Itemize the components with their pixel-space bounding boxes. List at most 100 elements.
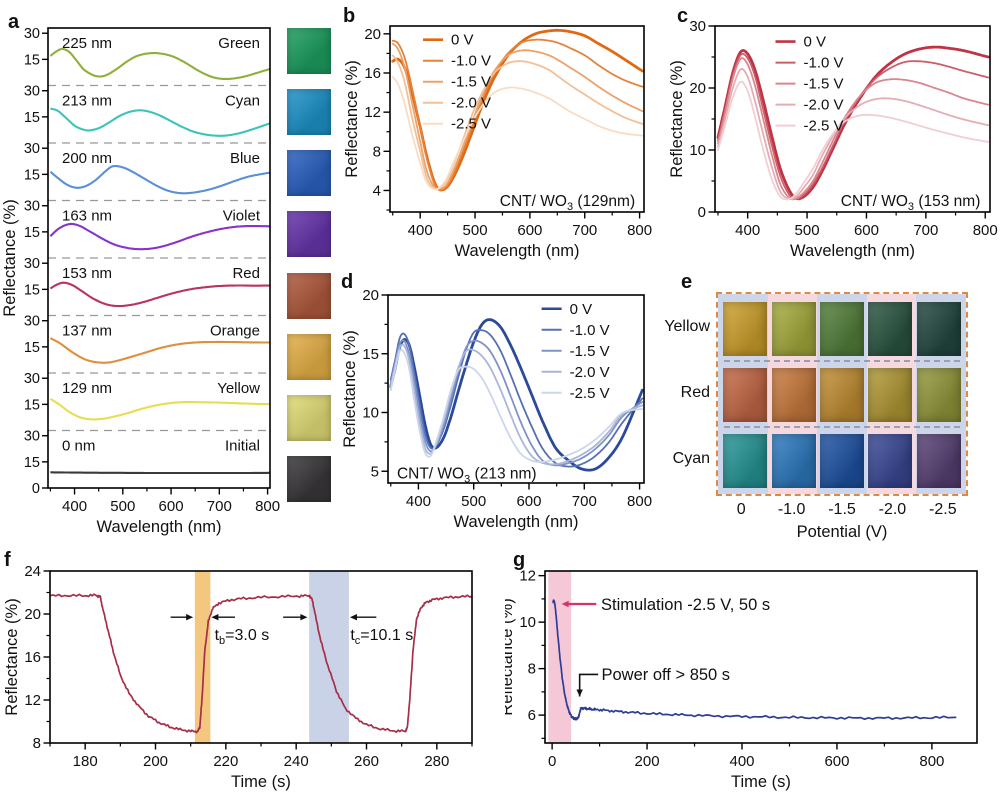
- legend-label: -1.5 V: [570, 343, 610, 360]
- svg-text:700: 700: [207, 498, 232, 515]
- svg-text:10: 10: [519, 614, 536, 631]
- svg-text:800: 800: [919, 753, 944, 770]
- svg-text:15: 15: [24, 282, 40, 298]
- row-label-cyan: Cyan: [672, 450, 710, 467]
- film-thickness-label: 163 nm: [62, 208, 112, 225]
- panel-b-tag: b: [343, 5, 356, 27]
- series--1.0 V: [717, 53, 990, 200]
- series--2.0 V: [717, 68, 990, 201]
- svg-text:30: 30: [689, 18, 706, 35]
- svg-text:700: 700: [572, 493, 597, 510]
- svg-text:Reflectance (%): Reflectance (%): [505, 598, 516, 715]
- panel-c-tag: c: [677, 5, 689, 27]
- film-color-label: Cyan: [225, 93, 260, 110]
- film-thickness-label: 129 nm: [62, 380, 112, 397]
- spectrum-Green: [49, 47, 270, 80]
- panel-b-plot: 400 500 600 700 800 4 8 12 16 20 Wavelength (nm) Re…: [343, 25, 652, 260]
- panel-d-plot: 400 500 600 700 800 5 10 15 20 Wavelength (nm) Ref…: [341, 287, 652, 531]
- svg-text:30: 30: [24, 84, 40, 100]
- svg-text:20: 20: [24, 606, 41, 623]
- film-color-label: Orange: [210, 323, 260, 340]
- e-swatch-yellow--1.5: [819, 302, 864, 356]
- series--1.0 V: [389, 329, 644, 468]
- svg-text:800: 800: [255, 498, 280, 515]
- film-thickness-label: 137 nm: [62, 323, 112, 340]
- series-0 V: [391, 28, 644, 192]
- annotation-text: Power off > 850 s: [601, 666, 730, 684]
- svg-text:180: 180: [73, 753, 98, 770]
- annotation-text: tb=3.0 s: [215, 627, 270, 647]
- film-color-label: Initial: [225, 438, 260, 455]
- svg-text:220: 220: [213, 753, 238, 770]
- svg-text:400: 400: [408, 222, 433, 239]
- svg-text:30: 30: [24, 429, 40, 445]
- swatch-row-cyan: [721, 434, 963, 488]
- svg-text:20: 20: [362, 287, 379, 304]
- e-swatch-yellow--2.0: [868, 302, 913, 356]
- e-swatch-cyan--2.5: [916, 434, 961, 488]
- highlight-band: [309, 571, 349, 743]
- panel-annotation-label: CNT/ WO3 (213 nm): [397, 466, 537, 486]
- panel-e-swatch-box: [716, 292, 968, 496]
- series--2.0 V: [391, 54, 644, 191]
- panel-g-memory-chart: 0 200 400 600 800 6 8 10 12 Time (s) Reflectance (…: [498, 545, 1005, 793]
- series--1.0 V: [391, 38, 644, 191]
- series--1.5 V: [717, 57, 990, 201]
- svg-text:400: 400: [735, 222, 760, 239]
- e-swatch-red-0: [723, 368, 768, 422]
- svg-text:15: 15: [24, 397, 40, 413]
- svg-text:12: 12: [24, 692, 41, 709]
- svg-text:Time (s): Time (s): [731, 773, 791, 791]
- svg-text:Wavelength (nm): Wavelength (nm): [790, 242, 915, 260]
- spectrum-Violet: [49, 222, 270, 251]
- panel-f-kinetics-chart: 180 200 220 240 260 280 8 12 16 20 24 Time (s) Refle…: [0, 545, 500, 793]
- svg-text:12: 12: [519, 568, 536, 585]
- film-swatch-cyan: [287, 89, 331, 136]
- panel-e-potential-ticks: 0 -1.0 -1.5 -2.0 -2.5: [716, 501, 968, 519]
- e-swatch-yellow-0: [723, 302, 768, 356]
- e-swatch-red--1.5: [819, 368, 864, 422]
- svg-text:200: 200: [635, 753, 660, 770]
- svg-text:0: 0: [32, 481, 40, 497]
- svg-text:8: 8: [33, 735, 41, 752]
- legend-label: -1.0 V: [804, 55, 844, 72]
- legend-label: 0 V: [570, 301, 593, 318]
- row-separator: [724, 426, 960, 428]
- highlight-band: [194, 571, 211, 743]
- series-reflectance: [50, 593, 472, 734]
- svg-text:500: 500: [463, 222, 488, 239]
- svg-text:24: 24: [24, 563, 41, 580]
- svg-text:6: 6: [528, 707, 536, 724]
- svg-text:0: 0: [698, 204, 706, 221]
- svg-text:700: 700: [572, 222, 597, 239]
- svg-text:500: 500: [461, 493, 486, 510]
- svg-text:Reflectance (%): Reflectance (%): [343, 60, 361, 177]
- svg-text:800: 800: [627, 222, 652, 239]
- svg-text:400: 400: [406, 493, 431, 510]
- legend-label: -1.5 V: [451, 74, 491, 91]
- film-swatch-red: [287, 272, 331, 319]
- svg-text:15: 15: [24, 225, 40, 241]
- annotation-text: Stimulation -2.5 V, 50 s: [601, 596, 770, 614]
- panel-annotation-label: CNT/ WO3 (153 nm): [841, 193, 981, 213]
- panel-a-film-swatches: [287, 28, 331, 502]
- svg-text:30: 30: [24, 256, 40, 272]
- row-label-yellow: Yellow: [664, 318, 710, 335]
- panel-annotation-label: CNT/ WO3 (129nm): [500, 193, 635, 213]
- svg-text:200: 200: [143, 753, 168, 770]
- svg-text:12: 12: [364, 104, 381, 121]
- svg-text:Reflectance (%): Reflectance (%): [341, 330, 359, 447]
- svg-text:Wavelength (nm): Wavelength (nm): [96, 518, 221, 536]
- svg-text:280: 280: [424, 753, 449, 770]
- svg-text:400: 400: [729, 753, 754, 770]
- film-swatch-blue: [287, 150, 331, 197]
- film-swatch-violet: [287, 211, 331, 258]
- svg-text:260: 260: [354, 753, 379, 770]
- annotation-text: tc=10.1 s: [350, 627, 413, 647]
- svg-text:600: 600: [824, 753, 849, 770]
- svg-text:30: 30: [24, 371, 40, 387]
- panel-e-row-labels: Yellow Red Cyan: [658, 292, 712, 496]
- series--2.0 V: [389, 343, 644, 466]
- e-swatch-red--2.5: [916, 368, 961, 422]
